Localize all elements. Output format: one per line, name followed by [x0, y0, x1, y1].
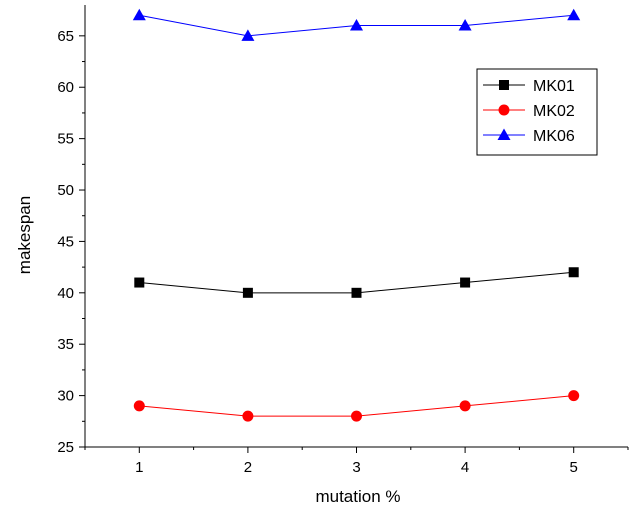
legend-label: MK06 [533, 128, 575, 145]
y-tick-label: 60 [57, 79, 74, 96]
y-axis-title: makespan [15, 196, 34, 274]
data-point-mk01 [568, 267, 579, 278]
legend-marker [498, 104, 510, 116]
legend-label: MK01 [533, 78, 575, 95]
x-tick-label: 5 [570, 459, 578, 476]
legend-item-mk02: MK02 [483, 103, 575, 120]
y-tick-label: 25 [57, 439, 74, 456]
y-tick-label: 30 [57, 388, 74, 405]
x-tick-label: 2 [244, 459, 252, 476]
data-point-mk06 [458, 19, 472, 31]
legend-label: MK02 [533, 103, 575, 120]
x-tick-label: 4 [461, 459, 469, 476]
y-tick-label: 40 [57, 285, 74, 302]
x-axis-title: mutation % [315, 487, 400, 506]
series-mk01 [134, 267, 579, 298]
data-point-mk02 [459, 400, 471, 412]
data-point-mk02 [133, 400, 145, 412]
legend: MK01 MK02 MK06 [476, 68, 598, 156]
data-point-mk01 [134, 277, 145, 288]
y-tick-label: 65 [57, 28, 74, 45]
data-point-mk02 [351, 410, 362, 422]
x-tick-label: 3 [352, 459, 360, 476]
legend-marker [497, 128, 511, 140]
data-point-mk01 [351, 287, 362, 298]
data-point-mk02 [242, 410, 254, 422]
legend-item-mk01: MK01 [483, 78, 575, 95]
series-mk06 [132, 8, 581, 41]
y-tick-label: 50 [57, 182, 74, 199]
series-mk02 [133, 390, 580, 422]
data-point-mk06 [350, 19, 363, 31]
series-layer [132, 8, 581, 422]
legend-marker [499, 80, 509, 90]
y-tick-label: 35 [57, 336, 74, 353]
y-tick-label: 45 [57, 233, 74, 250]
data-point-mk06 [567, 8, 581, 21]
data-point-mk01 [460, 277, 471, 288]
legend-item-mk06: MK06 [483, 128, 575, 145]
x-tick-label: 1 [135, 459, 143, 476]
data-point-mk01 [242, 287, 253, 298]
y-tick-label: 55 [57, 131, 74, 148]
legend-box [476, 68, 598, 156]
data-point-mk06 [241, 29, 255, 41]
data-point-mk06 [132, 8, 146, 21]
data-point-mk02 [568, 390, 580, 402]
